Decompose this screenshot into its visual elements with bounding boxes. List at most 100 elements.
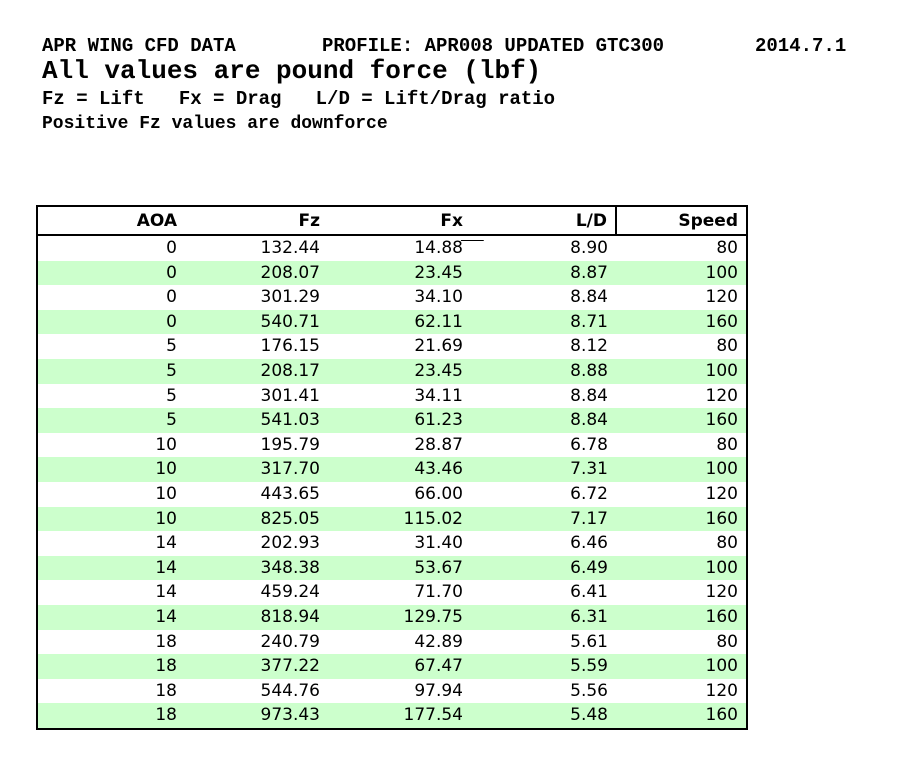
table-cell: 8.84 — [570, 287, 608, 308]
units-note: All values are pound force (lbf) — [42, 56, 542, 86]
table-cell: 7.17 — [570, 508, 608, 529]
table-row: 18 544.76 97.94 5.56 120 — [37, 679, 747, 704]
table-cell: 8.90 — [570, 238, 608, 258]
table-cell: 18 — [155, 631, 177, 652]
table-cell: 10 — [155, 434, 177, 455]
column-header-l-d: L/D — [471, 206, 616, 236]
report-profile: PROFILE: APR008 UPDATED GTC300 — [322, 35, 665, 57]
table-row: 14 459.24 71.70 6.41 120 — [37, 580, 747, 605]
table-cell: 301.29 — [260, 287, 320, 308]
table-cell: 100 — [705, 262, 738, 283]
table-cell: 8.87 — [570, 262, 608, 283]
table-cell: 6.78 — [570, 434, 608, 455]
downforce-note: Positive Fz values are downforce — [42, 114, 388, 134]
table-cell: 23.45 — [414, 262, 463, 283]
table-cell: 80 — [716, 336, 738, 357]
table-cell: 818.94 — [260, 606, 320, 627]
table-cell: 129.75 — [403, 606, 463, 627]
table-cell: 120 — [705, 582, 738, 603]
table-row: 0 208.07 23.45 8.87 100 — [37, 260, 747, 286]
table-cell: 160 — [705, 410, 738, 431]
table-cell: 120 — [705, 287, 738, 308]
table-cell: 8.12 — [570, 336, 608, 357]
table-cell: 6.49 — [570, 557, 608, 578]
table-cell: 160 — [705, 311, 738, 332]
column-header-fz: Fz — [185, 206, 328, 236]
table-cell: 6.72 — [570, 483, 608, 504]
column-header-speed: Speed — [615, 206, 747, 236]
table-cell: 14 — [155, 606, 177, 627]
table-row: 14 348.38 53.67 6.49 100 — [37, 555, 747, 581]
legend-note: Fz = Lift Fx = Drag L/D = Lift/Drag rati… — [42, 88, 556, 110]
table-cell: 317.70 — [260, 459, 320, 480]
table-cell: 540.71 — [260, 311, 320, 332]
table-row: 18 377.22 67.47 5.59 100 — [37, 654, 747, 679]
table-cell: 120 — [705, 680, 738, 701]
table-cell: 10 — [155, 459, 177, 480]
table-cell: 18 — [155, 656, 177, 677]
table-row: 0 132.44 14.88 8.90 80 — [37, 235, 747, 261]
table-cell: 5 — [166, 410, 177, 431]
table-cell: 0 — [166, 262, 177, 283]
table-cell: 80 — [716, 238, 738, 258]
table-cell: 208.17 — [260, 360, 320, 381]
table-cell: 5.61 — [570, 631, 608, 652]
table-cell: 160 — [705, 705, 738, 726]
table-cell: 53.67 — [414, 557, 463, 578]
table-row: 10 443.65 66.00 6.72 120 — [37, 482, 747, 507]
table-cell: 6.31 — [570, 606, 608, 627]
table-cell: 195.79 — [260, 434, 320, 455]
table-cell: 377.22 — [260, 656, 320, 677]
table-cell: 18 — [155, 705, 177, 726]
table-cell: 5.48 — [570, 705, 608, 726]
table-cell: 23.45 — [414, 360, 463, 381]
table-cell: 42.89 — [414, 631, 463, 652]
table-cell: 14.88 — [414, 238, 463, 258]
table-cell: 8.88 — [570, 360, 608, 381]
table-cell: 10 — [155, 483, 177, 504]
table-cell: 6.41 — [570, 582, 608, 603]
table-row: 14 818.94 129.75 6.31 160 — [37, 604, 747, 630]
table-cell: 348.38 — [260, 557, 320, 578]
table-row: 18 240.79 42.89 5.61 80 — [37, 630, 747, 655]
cfd-data-table: AOA Fz Fx L/D Speed 0 132.44 14.88 8.90 80 0 208.0… — [36, 205, 748, 730]
table-cell: 34.11 — [414, 385, 463, 406]
table-cell: 120 — [705, 385, 738, 406]
table-cell: 100 — [705, 656, 738, 677]
table-cell: 14 — [155, 582, 177, 603]
table-cell: 71.70 — [414, 582, 463, 603]
table-cell: 8.84 — [570, 410, 608, 431]
table-row: 5 176.15 21.69 8.12 80 — [37, 334, 747, 359]
table-cell: 5 — [166, 385, 177, 406]
table-cell: 14 — [155, 533, 177, 554]
table-cell: 43.46 — [414, 459, 463, 480]
table-cell: 8.71 — [570, 311, 608, 332]
table-cell: 5 — [166, 336, 177, 357]
table-cell: 0 — [166, 287, 177, 308]
table-cell: 132.44 — [260, 238, 320, 258]
table-cell: 120 — [705, 483, 738, 504]
table-cell: 5.56 — [570, 680, 608, 701]
table-cell: 80 — [716, 533, 738, 554]
table-cell: 176.15 — [260, 336, 320, 357]
table-cell: 100 — [705, 360, 738, 381]
table-cell: 459.24 — [260, 582, 320, 603]
table-cell: 202.93 — [260, 533, 320, 554]
table-cell: 14 — [155, 557, 177, 578]
table-cell: 66.00 — [414, 483, 463, 504]
table-cell: 61.23 — [414, 410, 463, 431]
column-header-aoa: AOA — [37, 206, 185, 236]
table-cell: 115.02 — [403, 508, 463, 529]
table-cell: 7.31 — [570, 459, 608, 480]
table-cell: 8.84 — [570, 385, 608, 406]
report-date: 2014.7.1 — [755, 35, 847, 57]
table-row: 0 540.71 62.11 8.71 160 — [37, 309, 747, 335]
table-cell: 443.65 — [260, 483, 320, 504]
table-row: 0 301.29 34.10 8.84 120 — [37, 285, 747, 310]
table-row: 10 825.05 115.02 7.17 160 — [37, 506, 747, 532]
table-cell: 208.07 — [260, 262, 320, 283]
table-cell: 62.11 — [414, 311, 463, 332]
table-cell: 160 — [705, 606, 738, 627]
table-cell: 240.79 — [260, 631, 320, 652]
